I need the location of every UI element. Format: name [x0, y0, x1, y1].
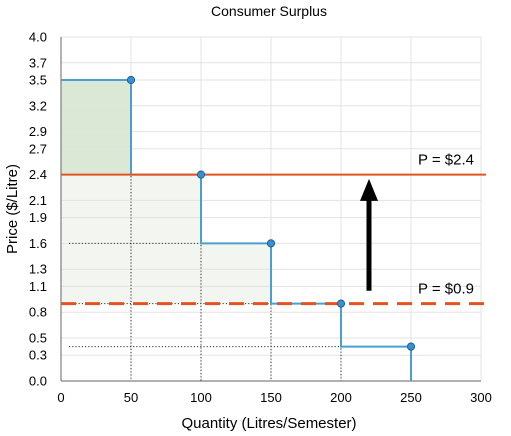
- x-tick-label: 200: [330, 390, 352, 405]
- surplus-area-low-price: [61, 174, 271, 304]
- y-tick-label: 1.9: [29, 210, 47, 225]
- y-tick-label: 2.7: [29, 141, 47, 156]
- y-tick-label: 0.8: [29, 305, 47, 320]
- price-label-high: P = $2.4: [418, 152, 474, 169]
- x-tick-label: 300: [470, 390, 492, 405]
- x-axis-title: Quantity (Litres/Semester): [181, 415, 356, 431]
- price-change-arrow-head: [360, 178, 378, 201]
- y-tick-label: 0.5: [29, 331, 47, 346]
- y-tick-label: 1.6: [29, 236, 47, 251]
- y-tick-label: 3.2: [29, 98, 47, 113]
- demand-point: [336, 299, 346, 308]
- x-tick-label: 250: [400, 390, 422, 405]
- y-tick-label: 3.7: [29, 55, 47, 70]
- x-tick-label: 150: [260, 390, 282, 405]
- demand-point: [266, 239, 276, 248]
- y-tick-label: 2.4: [29, 167, 47, 182]
- surplus-area-high-price: [61, 80, 131, 175]
- x-tick-label: 0: [57, 390, 64, 405]
- y-tick-label: 4.0: [29, 30, 47, 45]
- y-tick-label: 1.3: [29, 262, 47, 277]
- demand-point: [406, 342, 416, 351]
- y-tick-label: 2.1: [29, 193, 47, 208]
- demand-point: [126, 75, 136, 85]
- y-tick-label: 1.1: [29, 279, 47, 294]
- y-tick-label: 0.0: [29, 374, 47, 389]
- x-tick-label: 50: [124, 390, 138, 405]
- y-tick-label: 0.3: [29, 348, 47, 363]
- y-tick-label: 2.9: [29, 124, 47, 139]
- y-tick-label: 3.5: [29, 73, 47, 88]
- price-label-low: P = $0.9: [418, 281, 474, 298]
- demand-point: [196, 170, 206, 179]
- chart-title: Consumer Surplus: [211, 3, 327, 19]
- y-axis-title: Price ($/Litre): [4, 164, 21, 254]
- x-tick-label: 100: [190, 390, 212, 405]
